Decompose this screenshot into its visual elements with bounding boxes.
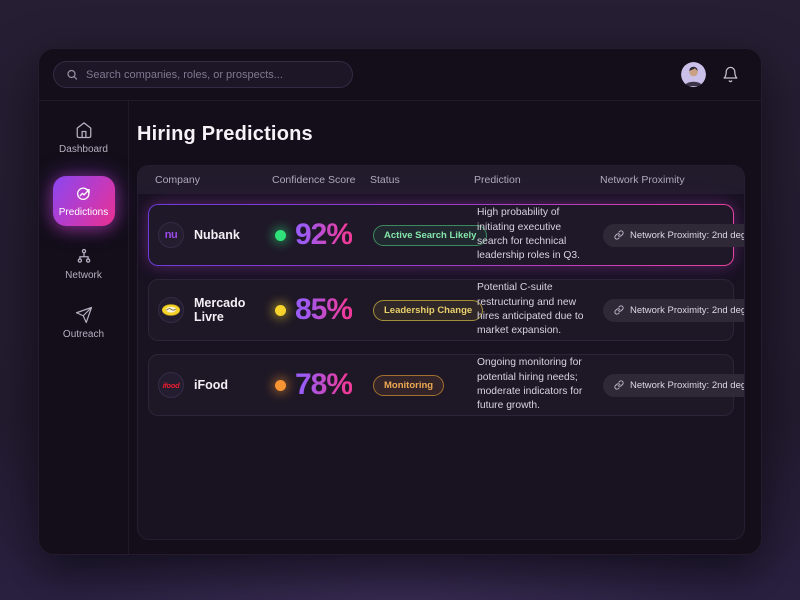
app-window: Dashboard Predictions Network Outreach H… [38, 48, 762, 555]
network-proximity-pill[interactable]: Network Proximity: 2nd degree [603, 223, 745, 247]
org-network-icon [77, 248, 90, 263]
status-badge: Active Search Likely [373, 224, 488, 246]
search-input[interactable] [86, 68, 340, 81]
proximity-cell: Network Proximity: 2nd degree [603, 298, 745, 322]
col-confidence: Confidence Score [272, 174, 356, 186]
table-header: Company Confidence Score Status Predicti… [138, 166, 744, 194]
proximity-label: Network Proximity: 2nd degree [630, 304, 745, 316]
avatar-image [681, 62, 706, 87]
prediction-text: High probability of initiating executive… [477, 207, 581, 262]
link-icon [614, 305, 624, 315]
company-name: Nubank [194, 228, 240, 242]
proximity-cell: Network Proximity: 2nd degree [603, 373, 745, 397]
confidence-cell: 92% [275, 218, 373, 252]
paper-plane-icon [75, 306, 92, 324]
col-status: Status [370, 174, 400, 186]
table-row-ifood[interactable]: ifood iFood 78% Monitoring Ongoing monit… [148, 354, 744, 416]
ifood-logo-text: ifood [162, 380, 180, 390]
bell-icon[interactable] [722, 66, 739, 83]
status-cell: Monitoring [373, 374, 477, 396]
sidebar-item-label: Outreach [62, 329, 105, 340]
sidebar: Dashboard Predictions Network Outreach [39, 101, 129, 554]
status-cell: Active Search Likely [373, 224, 488, 246]
search-icon [67, 69, 78, 80]
status-badge: Monitoring [373, 374, 445, 396]
link-icon [614, 230, 624, 240]
sidebar-item-network[interactable]: Network [48, 243, 120, 285]
sidebar-item-label: Dashboard [59, 144, 108, 155]
confidence-score: 92% [295, 218, 353, 251]
user-avatar[interactable] [681, 62, 706, 87]
page-title: Hiring Predictions [137, 123, 313, 145]
confidence-score: 85% [295, 293, 353, 326]
sidebar-item-dashboard[interactable]: Dashboard [48, 117, 120, 159]
proximity-cell: Network Proximity: 2nd degree [603, 223, 745, 247]
prediction-text: Potential C-suite restructuring and new … [477, 282, 584, 337]
main-content: Hiring Predictions Company Confidence Sc… [129, 101, 761, 554]
top-bar [39, 49, 761, 101]
sidebar-item-predictions[interactable]: Predictions [52, 176, 115, 226]
confidence-dot-green [275, 229, 286, 241]
prediction-text: Ongoing monitoring for potential hiring … [477, 357, 583, 412]
proximity-label: Network Proximity: 2nd degree [630, 379, 745, 391]
status-badge: Leadership Change [373, 299, 484, 321]
company-name: iFood [194, 378, 229, 392]
status-cell: Leadership Change [373, 299, 484, 321]
link-icon [614, 380, 624, 390]
confidence-cell: 85% [275, 293, 373, 327]
network-proximity-pill[interactable]: Network Proximity: 2nd degree [603, 373, 745, 397]
col-proximity: Network Proximity [600, 174, 685, 186]
table-body: nu Nubank 92% Active Search Likely High … [138, 194, 744, 426]
proximity-label: Network Proximity: 2nd degree [630, 229, 745, 241]
home-icon [76, 122, 91, 139]
nubank-logo: nu [158, 222, 184, 248]
confidence-dot-yellow [275, 304, 286, 316]
sidebar-item-outreach[interactable]: Outreach [48, 302, 120, 344]
confidence-cell: 78% [275, 368, 373, 402]
col-company: Company [155, 174, 200, 186]
table-row-nubank[interactable]: nu Nubank 92% Active Search Likely High … [148, 204, 744, 266]
mercado-livre-logo [158, 297, 184, 323]
company-cell: Mercado Livre [158, 296, 275, 324]
search-bar[interactable] [53, 61, 353, 88]
predictions-table: Company Confidence Score Status Predicti… [137, 165, 745, 540]
confidence-dot-orange [275, 379, 286, 391]
company-cell: ifood iFood [158, 372, 275, 398]
company-name: Mercado Livre [194, 296, 246, 324]
ifood-logo: ifood [158, 372, 184, 398]
col-prediction: Prediction [474, 174, 521, 186]
nubank-logo-text: nu [164, 229, 178, 241]
sidebar-item-label: Predictions [58, 207, 109, 218]
table-row-mercado-livre[interactable]: Mercado Livre 85% Leadership Change Pote… [148, 279, 744, 341]
trend-arrow-icon [76, 187, 90, 201]
confidence-score: 78% [295, 368, 353, 401]
sidebar-item-label: Network [65, 270, 102, 281]
company-cell: nu Nubank [158, 222, 275, 248]
network-proximity-pill[interactable]: Network Proximity: 2nd degree [603, 298, 745, 322]
